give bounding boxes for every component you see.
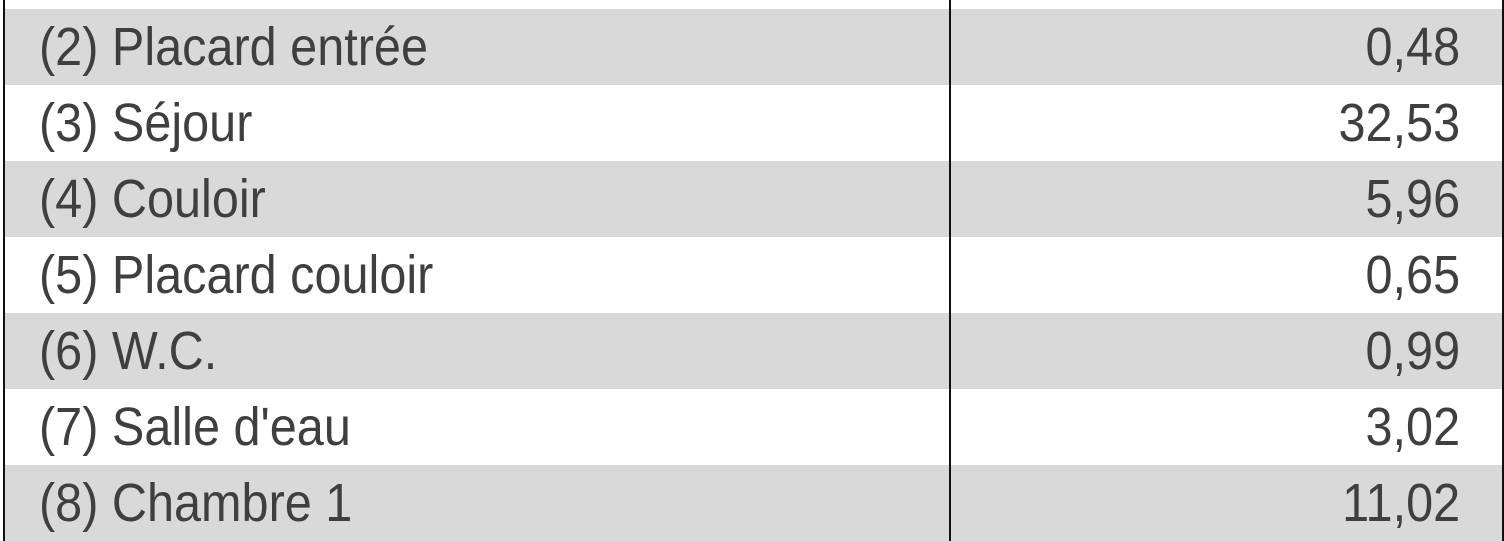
room-area: 11,02 bbox=[1341, 473, 1460, 533]
room-area-cell: 0,48 bbox=[951, 9, 1502, 85]
room-area-table: (2) Placard entrée 0,48 (3) Séjour 32,53 (4)… bbox=[3, 0, 1504, 541]
room-area-cell: 5,96 bbox=[951, 161, 1502, 237]
room-name: (8) Chambre 1 bbox=[39, 473, 353, 533]
room-name: (2) Placard entrée bbox=[39, 17, 428, 77]
room-name-cell bbox=[5, 0, 951, 9]
room-area-cell bbox=[951, 0, 1502, 9]
room-name: (7) Salle d'eau bbox=[39, 397, 351, 457]
table-row: (5) Placard couloir 0,65 bbox=[5, 237, 1502, 313]
room-area: 32,53 bbox=[1338, 93, 1460, 153]
room-area: 0,48 bbox=[1365, 17, 1460, 77]
room-name: (3) Séjour bbox=[39, 93, 253, 153]
room-area: 3,02 bbox=[1365, 397, 1460, 457]
table-row: (2) Placard entrée 0,48 bbox=[5, 9, 1502, 85]
table-row: (8) Chambre 1 11,02 bbox=[5, 465, 1502, 541]
room-name-cell: (4) Couloir bbox=[5, 161, 951, 237]
room-area-cell: 32,53 bbox=[951, 85, 1502, 161]
table-row bbox=[5, 0, 1502, 9]
table-row: (4) Couloir 5,96 bbox=[5, 161, 1502, 237]
room-name-cell: (5) Placard couloir bbox=[5, 237, 951, 313]
room-area: 5,96 bbox=[1365, 169, 1460, 229]
room-name-cell: (2) Placard entrée bbox=[5, 9, 951, 85]
room-area: 0,65 bbox=[1365, 245, 1460, 305]
table-row: (3) Séjour 32,53 bbox=[5, 85, 1502, 161]
room-name-cell: (6) W.C. bbox=[5, 313, 951, 389]
room-area-cell: 0,65 bbox=[951, 237, 1502, 313]
table-row: (7) Salle d'eau 3,02 bbox=[5, 389, 1502, 465]
room-name-cell: (8) Chambre 1 bbox=[5, 465, 951, 541]
room-area-cell: 0,99 bbox=[951, 313, 1502, 389]
room-area: 0,99 bbox=[1365, 321, 1460, 381]
room-area-cell: 11,02 bbox=[951, 465, 1502, 541]
room-name-cell: (3) Séjour bbox=[5, 85, 951, 161]
room-name: (6) W.C. bbox=[39, 321, 218, 381]
table-row: (6) W.C. 0,99 bbox=[5, 313, 1502, 389]
room-area-cell: 3,02 bbox=[951, 389, 1502, 465]
room-name: (4) Couloir bbox=[39, 169, 266, 229]
room-name-cell: (7) Salle d'eau bbox=[5, 389, 951, 465]
room-name: (5) Placard couloir bbox=[39, 245, 434, 305]
